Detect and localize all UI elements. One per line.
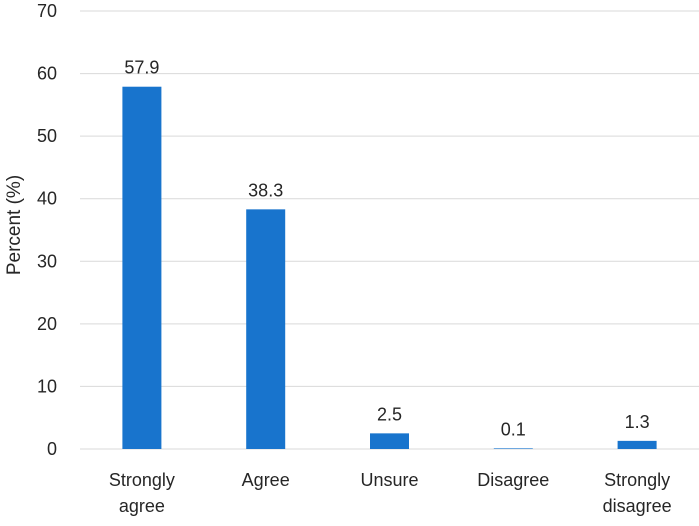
grid-layer xyxy=(80,10,699,450)
y-tick-label: 20 xyxy=(37,314,57,334)
y-axis-title: Percent (%) xyxy=(4,175,25,275)
x-tick-label: Strongly agree xyxy=(109,470,175,516)
y-tick-label: 40 xyxy=(37,189,57,209)
data-label: 38.3 xyxy=(248,180,283,200)
data-label: 57.9 xyxy=(124,58,159,78)
bars xyxy=(122,86,657,449)
bar xyxy=(122,86,162,449)
x-tick-label: Agree xyxy=(242,470,290,490)
y-tick-label: 0 xyxy=(47,439,57,459)
y-tick-label: 70 xyxy=(37,1,57,21)
x-tick-label: Unsure xyxy=(360,470,418,490)
y-tick-label: 50 xyxy=(37,126,57,146)
x-tick-label: Strongly disagree xyxy=(603,470,672,516)
bar xyxy=(493,448,533,449)
bar xyxy=(246,209,286,449)
data-labels: 57.9 38.3 2.5 0.1 1.3 xyxy=(124,58,649,440)
x-tick-label: Disagree xyxy=(477,470,549,490)
data-label: 0.1 xyxy=(501,419,526,439)
data-label: 2.5 xyxy=(377,404,402,424)
y-axis-ticks: 0 10 20 30 40 50 60 70 xyxy=(37,1,57,459)
y-tick-label: 10 xyxy=(37,376,57,396)
data-label: 1.3 xyxy=(625,412,650,432)
x-axis-categories: Strongly agree Agree Unsure Disagree Strongly… xyxy=(109,470,672,516)
y-tick-label: 60 xyxy=(37,64,57,84)
bar xyxy=(370,433,409,449)
y-tick-label: 30 xyxy=(37,251,57,271)
bar xyxy=(617,440,657,449)
